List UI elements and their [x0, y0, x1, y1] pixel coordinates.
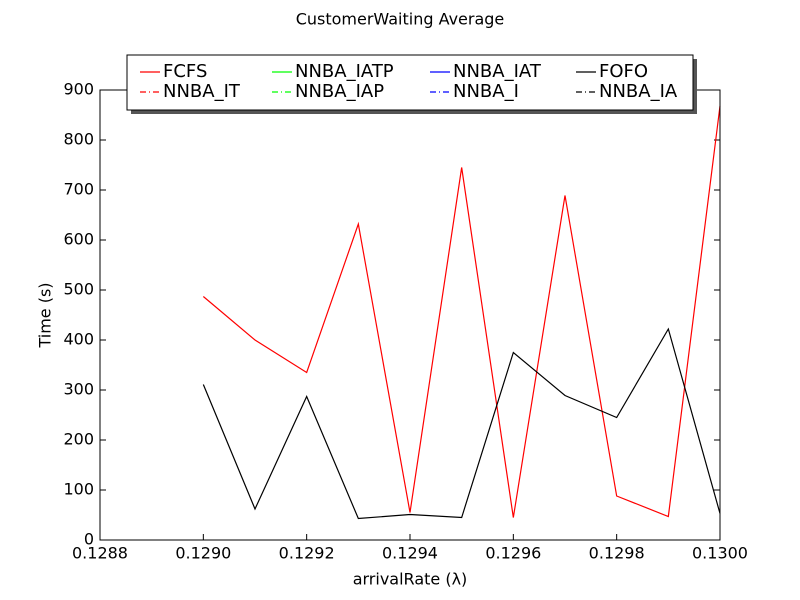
y-tick-label: 900 — [63, 80, 94, 99]
x-tick-label: 0.1290 — [175, 544, 231, 563]
y-tick-label: 400 — [63, 330, 94, 349]
x-tick-label: 0.1296 — [485, 544, 541, 563]
x-tick-label: 0.1288 — [72, 544, 128, 563]
y-tick-label: 0 — [84, 530, 94, 549]
legend-label: NNBA_IAT — [453, 61, 542, 82]
y-axis-label: Time (s) — [36, 282, 55, 348]
legend-box — [126, 54, 694, 111]
legend-label: FCFS — [163, 61, 207, 82]
legend: FCFSNNBA_ITNNBA_IATPNNBA_IAPNNBA_IATNNBA… — [126, 54, 697, 114]
x-axis-label: arrivalRate (λ) — [353, 570, 468, 589]
y-tick-label: 300 — [63, 380, 94, 399]
y-tick-label: 200 — [63, 430, 94, 449]
chart-title: CustomerWaiting Average — [296, 10, 505, 29]
x-tick-label: 0.1292 — [279, 544, 335, 563]
series-line — [202, 105, 721, 518]
x-tick-label: 0.1294 — [382, 544, 438, 563]
legend-label: NNBA_IAP — [295, 81, 384, 102]
y-tick-label: 800 — [63, 130, 94, 149]
y-tick-label: 600 — [63, 230, 94, 249]
series-line — [202, 327, 721, 520]
y-tick-label: 500 — [63, 280, 94, 299]
x-tick-label: 0.1298 — [589, 544, 645, 563]
x-tick-label: 0.1300 — [692, 544, 748, 563]
y-tick-label: 100 — [63, 480, 94, 499]
y-tick-label: 700 — [63, 180, 94, 199]
legend-label: NNBA_IATP — [295, 61, 394, 82]
legend-label: FOFO — [599, 61, 648, 82]
legend-label: NNBA_IA — [599, 81, 678, 102]
legend-label: NNBA_IT — [163, 81, 241, 102]
legend-label: NNBA_I — [453, 81, 519, 102]
